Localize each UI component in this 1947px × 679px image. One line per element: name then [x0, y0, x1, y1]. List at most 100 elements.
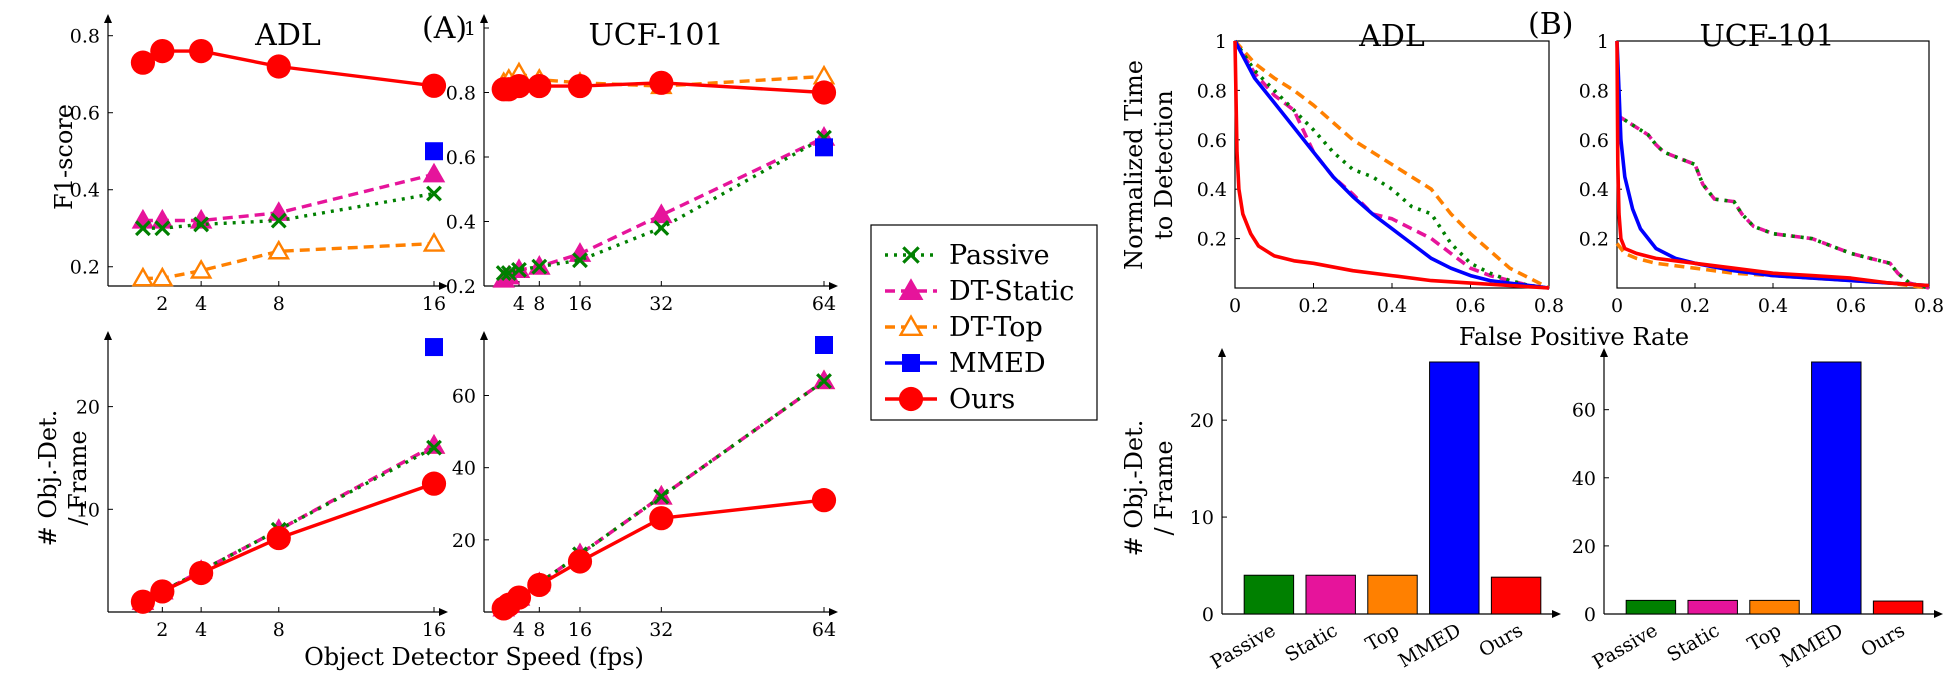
- y-tick-label: 0.6: [1579, 130, 1609, 152]
- series-line: [1235, 41, 1549, 288]
- panel-b_adl_ttd: ADL Normalized Timeto Detection 0 0.2 0.4 0.6…: [1120, 19, 1564, 317]
- series-dt-top: [134, 234, 443, 285]
- series-line: [1617, 41, 1929, 286]
- data-point: [425, 436, 443, 452]
- y-tick-label: 0.8: [1579, 80, 1609, 102]
- panel-a_ucf_cost: 4 8 16 32 64 20 40 60: [452, 331, 838, 641]
- y-tick-label: 0.4: [446, 212, 476, 234]
- x-tick-label: 0: [1229, 295, 1241, 317]
- x-tick-label: Passive: [1589, 619, 1661, 673]
- series-passive: [497, 131, 831, 280]
- y-tick-label: 0.4: [70, 180, 100, 202]
- data-point: [267, 54, 291, 78]
- y-axis-label-line: # Obj.-Det.: [34, 410, 62, 547]
- panel-a_ucf_f1: UCF-101 4 8 16 32 64 0.2 0.4 0.6 0.8 1: [446, 14, 838, 315]
- y-tick-label: 20: [1572, 536, 1596, 558]
- x-tick-label: 4: [513, 619, 525, 641]
- y-axis-label-line: to Detection: [1150, 90, 1178, 240]
- data-point: [649, 71, 673, 95]
- series-line: [1617, 115, 1929, 288]
- data-point: [655, 221, 669, 235]
- x-tick-label: MMED: [1395, 619, 1465, 672]
- y-tick-label: 40: [1572, 468, 1596, 490]
- panel-a_adl_f1: ADLF1-score2 4 8 160.20.40.60.8: [50, 14, 448, 315]
- y-tick-label: 1: [1215, 31, 1227, 53]
- series-ours: [131, 472, 446, 614]
- data-point: [527, 74, 551, 98]
- series-line: [1617, 115, 1929, 288]
- y-axis-label-line: # Obj.-Det.: [1120, 420, 1148, 557]
- legend-label: DT-Top: [949, 312, 1043, 343]
- panel-title: ADL: [254, 18, 321, 53]
- data-point: [507, 585, 531, 609]
- y-axis-label: # Obj.-Det./ Frame: [34, 410, 92, 547]
- y-axis-label: # Obj.-Det./ Frame: [1120, 420, 1178, 557]
- x-axis-arrow: [439, 608, 448, 616]
- shared-xlabel-a: Object Detector Speed (fps): [304, 643, 644, 671]
- y-tick-label: 0.4: [1579, 179, 1609, 201]
- legend: PassiveDT-StaticDT-TopMMEDOurs: [871, 225, 1097, 420]
- x-tick-label: Static: [1281, 619, 1341, 666]
- data-point: [812, 80, 836, 104]
- y-tick-label: 1: [464, 18, 476, 40]
- x-tick-label: 0.8: [1914, 295, 1944, 317]
- bar-top: [1750, 600, 1799, 614]
- x-tick-label: Top: [1362, 619, 1403, 655]
- x-tick-label: 64: [812, 619, 836, 641]
- y-tick-label: 10: [1190, 507, 1214, 529]
- bar-passive: [1244, 575, 1293, 614]
- series-line: [143, 174, 434, 220]
- series-mmed: [815, 336, 833, 354]
- x-tick-label: 16: [568, 293, 592, 315]
- y-tick-label: 0.8: [70, 26, 100, 48]
- series-mmed: [1617, 41, 1929, 286]
- bar-passive: [1626, 600, 1675, 614]
- x-tick-label: 2: [156, 293, 168, 315]
- x-tick-label: Passive: [1207, 619, 1279, 673]
- data-point: [425, 142, 443, 160]
- series-ours: [492, 488, 836, 620]
- legend-marker: [902, 354, 920, 372]
- bar-static: [1306, 575, 1355, 614]
- y-tick-label: 0.2: [1197, 229, 1227, 251]
- data-point: [425, 338, 443, 356]
- legend-label: MMED: [949, 348, 1046, 379]
- y-axis-label-line: / Frame: [1150, 440, 1178, 535]
- data-point: [189, 39, 213, 63]
- panel-a_adl_cost: # Obj.-Det./ Frame 2 4 8 16 10 20: [34, 331, 448, 641]
- shared-xlabel-b: False Positive Rate: [1459, 323, 1689, 351]
- series-line: [504, 138, 824, 273]
- y-axis-arrow: [480, 14, 488, 23]
- series-passive: [1617, 115, 1929, 288]
- x-axis-arrow: [1934, 610, 1943, 618]
- x-tick-label: 0: [1611, 295, 1623, 317]
- y-tick-label: 10: [76, 499, 100, 521]
- x-axis-arrow: [1552, 610, 1561, 618]
- y-axis-arrow: [1218, 348, 1226, 357]
- y-axis-arrow: [104, 14, 112, 23]
- y-tick-label: 60: [452, 386, 476, 408]
- x-tick-label: 32: [649, 619, 673, 641]
- y-tick-label: 0.2: [1579, 229, 1609, 251]
- series-mmed: [425, 142, 443, 160]
- x-tick-label: Top: [1744, 619, 1785, 655]
- x-tick-label: 8: [533, 293, 545, 315]
- legend-label: Passive: [949, 240, 1050, 271]
- series-ours: [492, 71, 836, 105]
- series-line: [1617, 41, 1929, 286]
- x-tick-label: 64: [812, 293, 836, 315]
- data-point: [425, 165, 443, 181]
- x-tick-label: 0.2: [1298, 295, 1328, 317]
- bar-ours: [1873, 601, 1922, 614]
- y-tick-label: 0.2: [446, 276, 476, 298]
- x-tick-label: 0.2: [1680, 295, 1710, 317]
- x-tick-label: 4: [195, 619, 207, 641]
- panel-b_adl_cost: # Obj.-Det./ Frame 0 10 20 Passive Static TopM…: [1120, 348, 1561, 674]
- x-tick-label: 0.8: [1534, 295, 1564, 317]
- x-tick-label: 0.4: [1377, 295, 1407, 317]
- x-tick-label: 2: [156, 619, 168, 641]
- legend-marker: [899, 387, 923, 411]
- data-point: [812, 488, 836, 512]
- x-tick-label: 8: [533, 619, 545, 641]
